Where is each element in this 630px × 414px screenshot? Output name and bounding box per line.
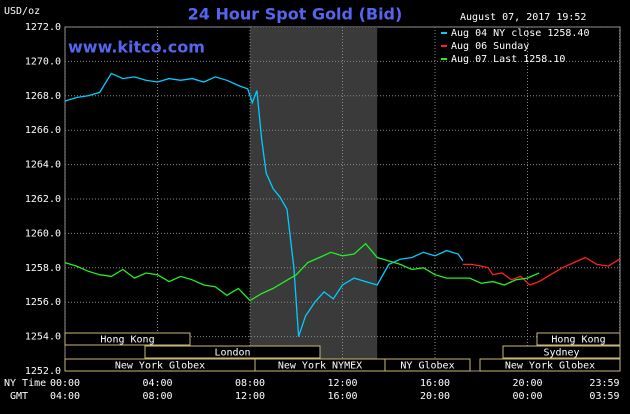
x2-tick-label: 04:00	[50, 391, 80, 402]
x-tick-label: 23:59	[589, 378, 619, 389]
chart-title: 24 Hour Spot Gold (Bid)	[188, 5, 403, 24]
session-box	[384, 358, 471, 372]
x2-tick-label: 08:00	[142, 391, 172, 402]
session-label: New York Globex	[115, 361, 205, 372]
session-box	[144, 345, 321, 359]
x-tick-label: 20:00	[512, 378, 542, 389]
x-tick-label: 12:00	[327, 378, 357, 389]
y-tick-label: 1272.0	[25, 22, 61, 33]
x2-tick-label: 03:59	[589, 391, 619, 402]
x2-tick-label: 20:00	[420, 391, 450, 402]
session-box	[479, 358, 621, 372]
legend-label: Aug 06 Sunday	[451, 41, 529, 52]
session-label: New York Globex	[505, 361, 595, 372]
x-tick-label: 08:00	[235, 378, 265, 389]
legend-label: Aug 04 NY close 1258.40	[451, 28, 589, 39]
x2-tick-label: 00:00	[512, 391, 542, 402]
series-line	[64, 242, 540, 302]
timestamp: August 07, 2017 19:52	[460, 12, 586, 23]
x-axis-label: NY Time	[4, 378, 46, 389]
y-tick-label: 1266.0	[25, 125, 61, 136]
session-label: New York NYMEX	[278, 361, 362, 372]
sessions: Hong Kong London New York Globex New York N…	[64, 332, 621, 372]
session-box	[536, 332, 621, 346]
x2-tick-label: 16:00	[327, 391, 357, 402]
x-tick-label: 04:00	[142, 378, 172, 389]
shaded-region	[250, 27, 378, 371]
session-label: Hong Kong	[100, 335, 154, 346]
series-line	[64, 72, 464, 337]
y-tick-label: 1254.0	[25, 332, 61, 343]
y-tick-label: 1252.0	[25, 366, 61, 377]
session-label: London	[214, 348, 250, 359]
session-label: Sydney	[543, 348, 579, 359]
watermark: www.kitco.com	[68, 38, 205, 57]
x-tick-label: 00:00	[50, 378, 80, 389]
session-box	[64, 332, 191, 346]
y-tick-label: 1268.0	[25, 91, 61, 102]
y-tick-label: 1256.0	[25, 297, 61, 308]
session-label: NY Globex	[400, 361, 454, 372]
x2-axis-label: GMT	[10, 391, 28, 402]
y-tick-label: 1258.0	[25, 263, 61, 274]
session-label: Hong Kong	[551, 335, 605, 346]
y-axis-label: USD/oz	[4, 6, 40, 17]
legend-label: Aug 07 Last 1258.10	[451, 54, 565, 65]
y-tick-label: 1260.0	[25, 228, 61, 239]
session-box	[502, 345, 621, 359]
y-tick-label: 1264.0	[25, 160, 61, 171]
series-line	[462, 256, 620, 286]
x-tick-label: 16:00	[420, 378, 450, 389]
x2-tick-label: 12:00	[235, 391, 265, 402]
y-tick-label: 1270.0	[25, 56, 61, 67]
y-tick-label: 1262.0	[25, 194, 61, 205]
